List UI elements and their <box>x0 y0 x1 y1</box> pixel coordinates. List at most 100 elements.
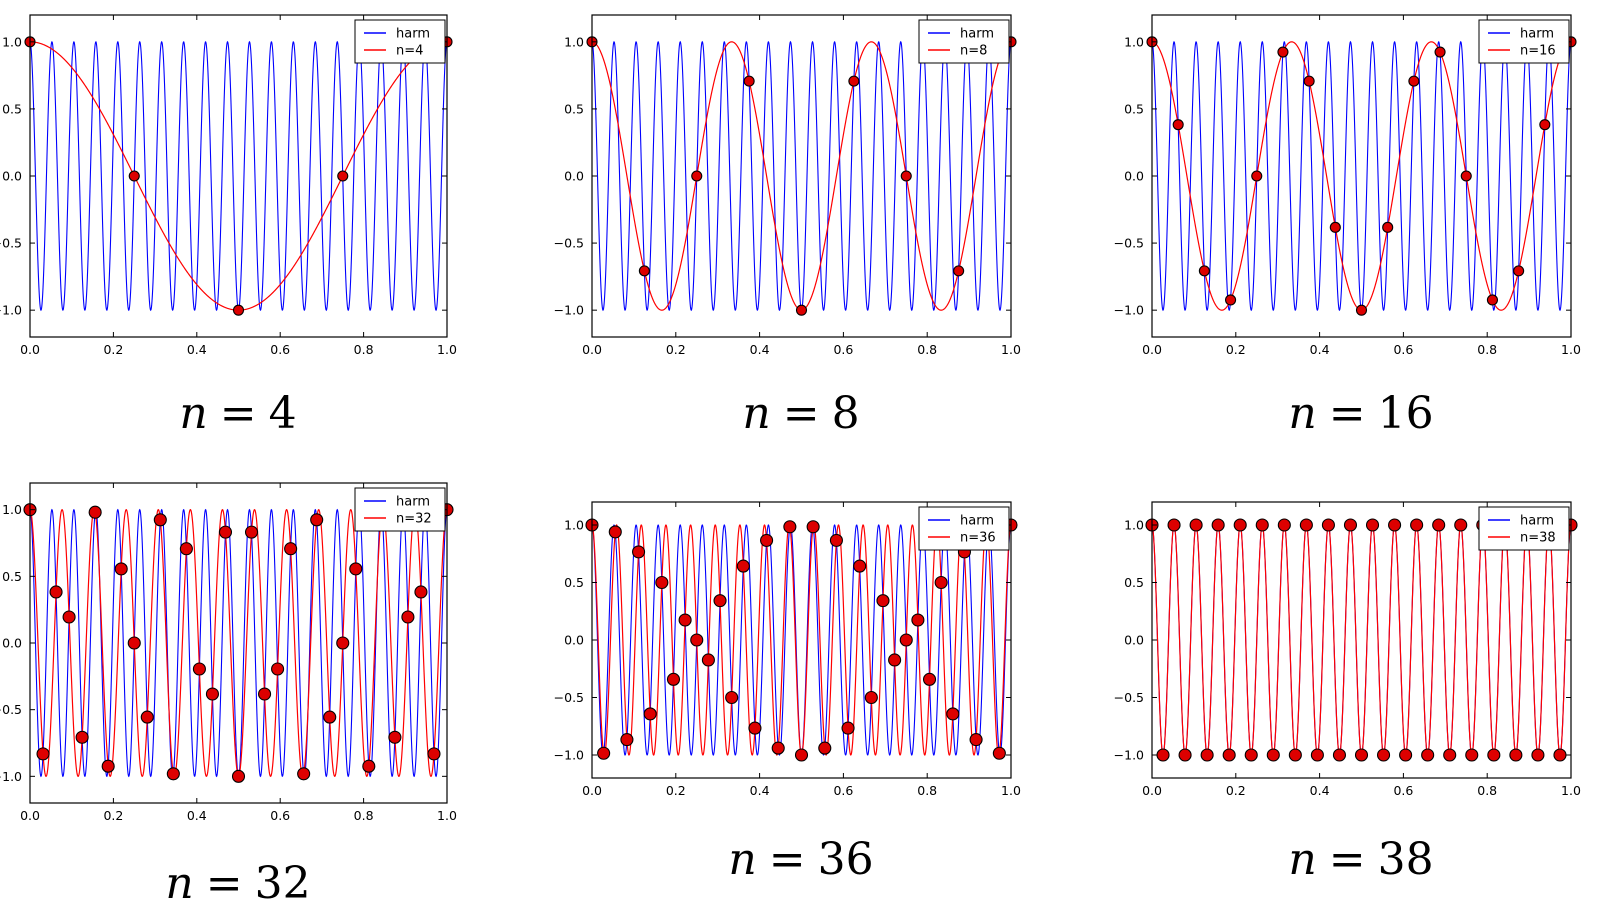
y-tick-label: −1.0 <box>0 303 22 318</box>
sample-point <box>829 533 843 547</box>
sample-point <box>1531 748 1545 762</box>
sample-point <box>75 730 89 744</box>
sample-point <box>853 559 867 573</box>
sample-point <box>1408 75 1420 87</box>
sample-point <box>1410 518 1424 532</box>
caption-value: 32 <box>254 858 311 909</box>
sample-point <box>899 633 913 647</box>
caption-value: 8 <box>831 388 860 439</box>
plot-canvas-n16: 0.0 0.2 0.4 0.6 0.8 1.0 1.0 0.5 0.0 −0.5 −1.0 harm n… <box>1114 14 1581 357</box>
x-tick-label: 0.4 <box>1310 783 1330 798</box>
sample-point <box>1299 518 1313 532</box>
x-tick-label: 0.4 <box>750 342 770 357</box>
sample-point <box>632 545 646 559</box>
legend-label: harm <box>960 514 994 529</box>
sample-point <box>1487 748 1501 762</box>
caption-variable: n <box>165 858 194 909</box>
y-tick-label: 0.0 <box>564 169 584 184</box>
sample-point <box>900 170 912 182</box>
caption-value: 4 <box>268 388 297 439</box>
harmonic-curve <box>591 40 1012 312</box>
sample-point <box>284 542 298 556</box>
sample-point <box>818 741 832 755</box>
sample-point <box>992 746 1006 760</box>
x-tick-label: 0.0 <box>582 342 602 357</box>
sample-point <box>310 513 324 527</box>
sample-point <box>1513 265 1525 277</box>
sample-point <box>934 575 948 590</box>
y-tick-label: −1.0 <box>1114 303 1144 318</box>
sample-point <box>701 653 715 667</box>
sample-point <box>638 265 650 277</box>
sample-point <box>725 690 739 705</box>
sample-point <box>655 575 669 590</box>
x-tick-label: 0.8 <box>1477 342 1497 357</box>
axes-area: 0.0 0.2 0.4 0.6 0.8 1.0 1.0 0.5 0.0 −0.5 −1.0 harm n… <box>0 482 457 823</box>
sample-point <box>1421 748 1435 762</box>
sample-point <box>1377 748 1391 762</box>
sample-point <box>427 747 441 761</box>
axes-area: 0.0 0.2 0.4 0.6 0.8 1.0 1.0 0.5 0.0 −0.5 −1.0 harm n… <box>1114 14 1581 357</box>
sample-point <box>1222 748 1236 762</box>
sample-point <box>153 513 167 527</box>
caption-equals: = <box>782 388 820 439</box>
sample-point <box>362 759 376 773</box>
x-tick-label: 0.6 <box>1393 342 1413 357</box>
sample-point <box>608 525 622 539</box>
legend-box <box>918 19 1010 64</box>
y-tick-label: 1.0 <box>1124 518 1144 533</box>
sample-point <box>1255 518 1269 532</box>
sample-point <box>218 525 233 539</box>
sample-point <box>1200 748 1214 762</box>
x-tick-label: 0.6 <box>1393 783 1413 798</box>
x-tick-label: 0.6 <box>833 342 853 357</box>
y-tick-label: 0.0 <box>1124 169 1144 184</box>
y-tick-label: 0.5 <box>1124 101 1144 116</box>
y-tick-label: −1.0 <box>554 748 584 763</box>
axes-area: 0.0 0.2 0.4 0.6 0.8 1.0 1.0 0.5 0.0 −0.5 −1.0 harm n… <box>0 14 457 357</box>
x-tick-label: 0.8 <box>354 808 374 823</box>
sample-point <box>114 562 128 576</box>
sample-point <box>1233 518 1247 532</box>
sample-point <box>337 170 349 182</box>
sample-point <box>140 710 154 724</box>
x-tick-label: 0.8 <box>354 342 374 357</box>
sample-point <box>841 721 855 735</box>
caption-variable: n <box>742 388 771 439</box>
sample-point <box>643 707 657 721</box>
x-tick-label: 0.0 <box>1142 342 1162 357</box>
legend-box <box>918 506 1010 551</box>
x-tick-label: 0.2 <box>103 342 123 357</box>
legend-label: harm <box>1520 514 1554 529</box>
x-tick-label: 1.0 <box>1001 783 1021 798</box>
sample-point <box>62 610 76 624</box>
x-tick-label: 0.6 <box>833 783 853 798</box>
sample-point <box>244 525 259 539</box>
axes-area: 0.0 0.2 0.4 0.6 0.8 1.0 1.0 0.5 0.0 −0.5 −1.0 harm n… <box>554 14 1021 357</box>
caption-value: 38 <box>1377 834 1434 885</box>
y-tick-label: −1.0 <box>1114 748 1144 763</box>
sample-point <box>127 636 141 650</box>
axes-area: 0.0 0.2 0.4 0.6 0.8 1.0 1.0 0.5 0.0 −0.5 −1.0 harm n… <box>554 501 1021 798</box>
x-tick-label: 0.8 <box>1477 783 1497 798</box>
sample-point <box>1277 46 1289 58</box>
sample-point <box>101 759 115 773</box>
y-tick-label: −0.5 <box>0 702 22 717</box>
sample-point <box>349 562 363 576</box>
sample-point <box>179 542 193 556</box>
x-tick-label: 0.2 <box>103 808 123 823</box>
x-tick-label: 1.0 <box>1001 342 1021 357</box>
sample-point <box>1460 170 1472 182</box>
sample-point <box>760 533 774 547</box>
sample-point <box>848 75 860 87</box>
sample-point <box>1486 294 1498 306</box>
sample-point <box>1432 518 1446 532</box>
legend-label: n=8 <box>960 44 987 59</box>
x-tick-label: 0.8 <box>917 783 937 798</box>
x-tick-label: 0.4 <box>187 342 207 357</box>
legend-box <box>1478 19 1570 64</box>
y-tick-label: −0.5 <box>0 236 22 251</box>
sample-point <box>794 748 809 762</box>
sample-point <box>1355 304 1368 316</box>
x-tick-label: 0.0 <box>20 808 40 823</box>
